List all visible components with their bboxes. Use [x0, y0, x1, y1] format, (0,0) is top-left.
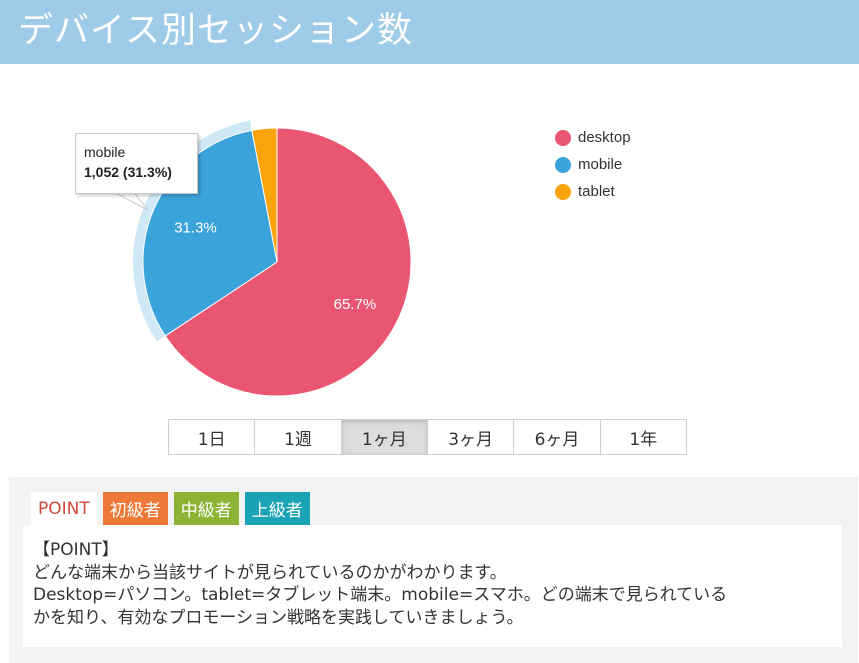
level-tabs: POINT 初級者 中級者 上級者 [31, 492, 316, 525]
legend-marker [555, 156, 571, 173]
legend-label: tablet [578, 183, 615, 200]
range-button-3months[interactable]: 3ヶ月 [426, 420, 513, 454]
point-text-line: かを知り、有効なプロモーション戦略を実践していきましょう。 [33, 607, 524, 628]
range-button-6months[interactable]: 6ヶ月 [513, 420, 599, 454]
legend-item-tablet[interactable]: tablet [555, 178, 631, 205]
legend-item-desktop[interactable]: desktop [555, 124, 631, 151]
tab-advanced[interactable]: 上級者 [244, 492, 310, 525]
range-selector: 1日 1週 1ヶ月 3ヶ月 6ヶ月 1年 [168, 419, 687, 455]
tab-point[interactable]: POINT [31, 492, 97, 525]
range-button-1day[interactable]: 1日 [197, 429, 226, 450]
legend-marker [555, 183, 571, 200]
point-heading: 【POINT】 [33, 540, 119, 560]
pie-chart: 65.7% 31.3% [132, 120, 412, 397]
page-header: デバイス別セッション数 [0, 0, 859, 64]
pie-slice-desktop[interactable] [164, 127, 412, 397]
legend-marker [555, 129, 571, 146]
point-text-line: どんな端末から当該サイトが見られているのかがわかります。 [33, 562, 507, 583]
chart-legend: desktop mobile tablet [555, 124, 631, 205]
point-panel: POINT 初級者 中級者 上級者 【POINT】 どんな端末から当該サイトが見… [9, 477, 858, 663]
point-text-line: Desktop=パソコン。tablet=タブレット端末。mobile=スマホ。ど… [33, 585, 728, 605]
legend-item-mobile[interactable]: mobile [555, 151, 631, 178]
chart-tooltip: mobile 1,052 (31.3%) [75, 133, 198, 194]
legend-label: mobile [578, 156, 623, 173]
tooltip-series-name: mobile [84, 144, 126, 160]
tooltip-pointer [110, 190, 149, 211]
tooltip-value: 1,052 (31.3%) [84, 164, 172, 180]
legend-label: desktop [578, 129, 631, 146]
range-button-1year[interactable]: 1年 [599, 420, 686, 454]
pie-data-label-desktop: 65.7% [334, 296, 377, 313]
range-button-1week[interactable]: 1週 [254, 420, 340, 454]
range-button-1month[interactable]: 1ヶ月 [340, 420, 427, 454]
tab-beginner[interactable]: 初級者 [102, 492, 168, 525]
page-title: デバイス別セッション数 [18, 11, 413, 51]
point-description: 【POINT】 どんな端末から当該サイトが見られているのかがわかります。 Des… [23, 525, 842, 647]
tab-intermediate[interactable]: 中級者 [173, 492, 239, 525]
pie-data-label-mobile: 31.3% [174, 220, 217, 237]
pie-slice-tablet[interactable] [251, 127, 278, 263]
